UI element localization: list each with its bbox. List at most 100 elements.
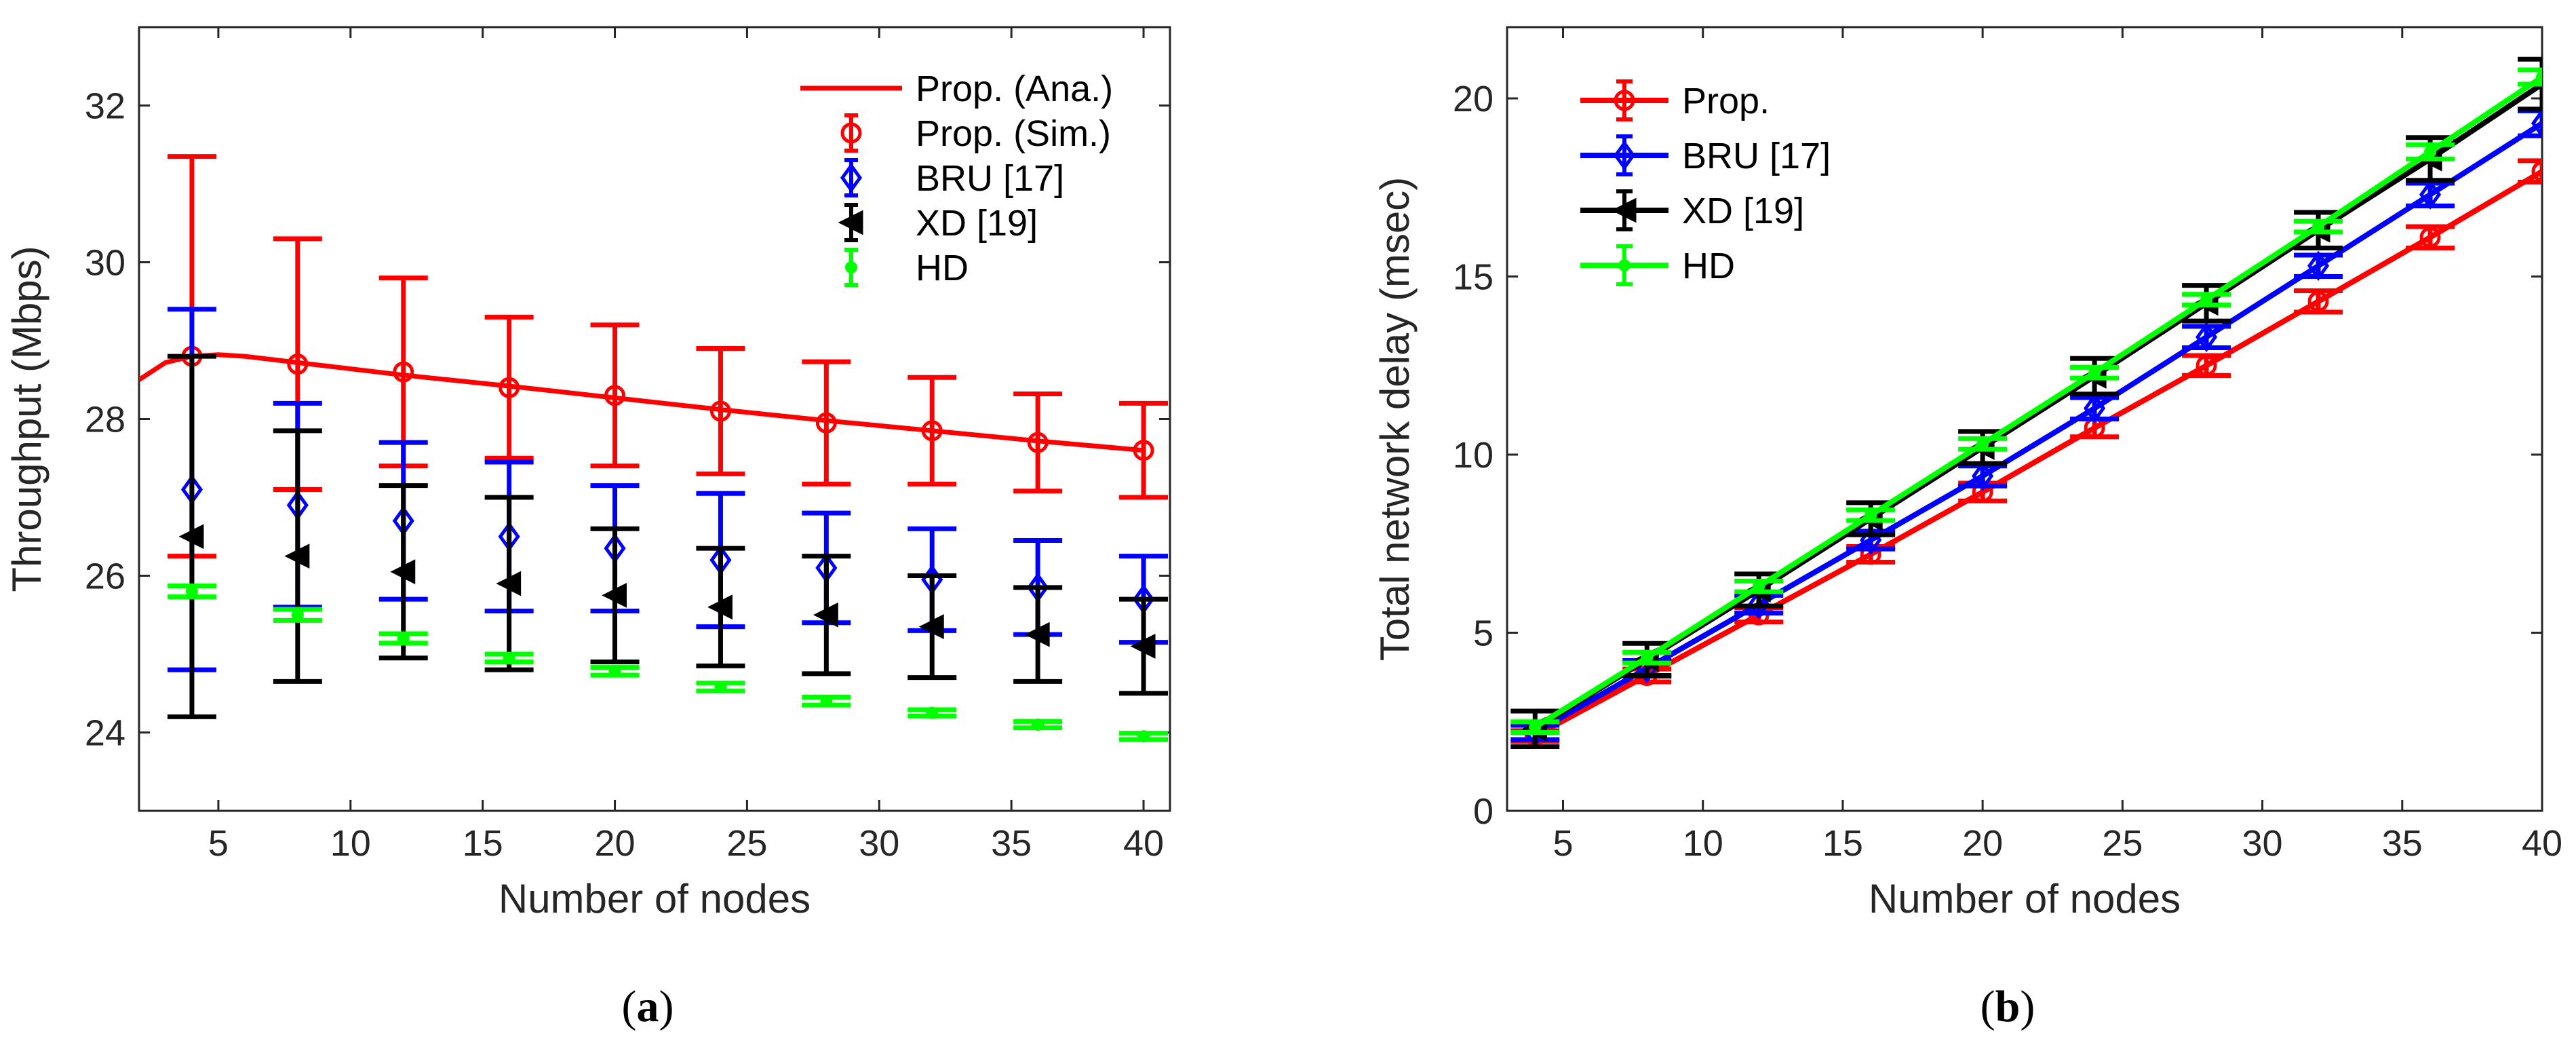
x-tick-label: 20: [594, 823, 635, 864]
series-hd: [167, 584, 1169, 743]
data-point: [496, 571, 522, 596]
data-point: [2312, 221, 2325, 233]
y-tick-label: 15: [1453, 257, 1494, 298]
data-point: [2531, 161, 2542, 183]
panel-letter: b: [1995, 982, 2021, 1031]
legend-label: Prop. (Ana.): [916, 69, 1113, 109]
data-point: [707, 594, 733, 620]
series-xd-19-: [167, 354, 1169, 719]
y-tick-label: 30: [85, 243, 125, 284]
legend-entry: Prop. (Sim.): [840, 113, 1111, 154]
data-point: [602, 582, 627, 608]
y-tick-label: 5: [1473, 613, 1494, 654]
legend-marker: [838, 210, 863, 235]
data-point: [921, 420, 943, 442]
legend-entry: HD: [1580, 244, 1735, 286]
data-point: [2196, 355, 2217, 377]
data-point: [390, 559, 416, 585]
legend-entry: XD [19]: [838, 203, 1038, 244]
data-point: [1641, 651, 1654, 664]
legend-marker: [1611, 197, 1637, 223]
data-point: [2088, 366, 2101, 379]
x-tick-label: 25: [726, 823, 767, 864]
y-tick-label: 24: [85, 713, 125, 754]
delay-chart: 5 10 15 20 25 30 35 40 0 5 10 15 20 Number of nodes To…: [1372, 26, 2562, 1031]
legend-label: XD [19]: [916, 203, 1038, 244]
data-point: [2419, 179, 2442, 210]
legend-entry: XD [19]: [1580, 189, 1804, 231]
error-bar: [802, 359, 851, 487]
x-tick-label: 35: [991, 823, 1032, 864]
panel-paren-open: (: [1980, 982, 1995, 1031]
data-point: [2307, 250, 2330, 282]
x-axis-label: Number of nodes: [499, 876, 811, 921]
data-point: [1753, 580, 1765, 593]
x-tick-label: 15: [463, 823, 503, 864]
panel-letter: a: [637, 982, 659, 1031]
data-point: [1976, 438, 1989, 451]
panel-paren-close: ): [2020, 982, 2035, 1031]
data-point: [1137, 730, 1150, 743]
x-tick-label: 25: [2102, 823, 2143, 864]
y-tick-label: 32: [85, 86, 125, 127]
y-tick-label: 26: [85, 556, 125, 597]
legend-marker: [840, 122, 862, 144]
x-tick-label: 5: [208, 823, 229, 864]
data-point: [815, 412, 837, 434]
data-point: [397, 632, 410, 645]
legend-entry: BRU [17]: [840, 158, 1064, 199]
panel-label: (b): [1980, 982, 2035, 1031]
x-tick-label: 40: [2522, 823, 2562, 864]
data-point: [820, 695, 833, 708]
data-point: [2536, 71, 2542, 83]
error-bar: [2518, 56, 2542, 112]
legend-label: XD [19]: [1682, 191, 1804, 231]
y-tick-label: 28: [85, 400, 125, 440]
data-point: [709, 400, 731, 422]
x-tick-label: 15: [1822, 823, 1863, 864]
legend-marker: [1618, 259, 1631, 271]
legend-entry: HD: [844, 248, 969, 288]
series-hd: [1510, 67, 2542, 735]
data-point: [499, 377, 520, 398]
x-tick-label: 20: [1962, 823, 2003, 864]
data-point: [1027, 432, 1049, 453]
x-tick-label: 40: [1123, 823, 1164, 864]
legend: Prop. (Ana.)Prop. (Sim.)BRU [17]XD [19]H…: [800, 69, 1113, 288]
plot-area: [1510, 56, 2542, 749]
error-bar: [1013, 392, 1063, 494]
data-point: [608, 665, 621, 678]
series-line: [1534, 169, 2542, 739]
data-point: [1032, 718, 1045, 731]
data-point: [1133, 440, 1154, 461]
data-point: [1972, 461, 1994, 491]
x-tick-label: 5: [1553, 823, 1573, 864]
data-point: [178, 524, 204, 550]
data-point: [2200, 293, 2213, 306]
legend-label: BRU [17]: [1682, 136, 1831, 176]
legend-entry: Prop.: [1580, 79, 1770, 121]
legend-label: Prop.: [1682, 81, 1770, 121]
error-bar: [696, 346, 745, 476]
x-tick-label: 35: [2382, 823, 2423, 864]
data-point: [393, 361, 414, 383]
data-point: [2084, 393, 2106, 424]
data-point: [2531, 108, 2542, 139]
data-point: [926, 706, 939, 719]
data-point: [2307, 290, 2329, 312]
data-point: [918, 614, 944, 640]
data-point: [1130, 634, 1156, 659]
y-tick-label: 0: [1473, 791, 1494, 832]
legend-entry: Prop. (Ana.): [800, 69, 1113, 109]
y-tick-label: 10: [1453, 435, 1494, 476]
panel-paren-open: (: [622, 982, 637, 1031]
data-point: [813, 602, 838, 628]
error-bar: [2518, 67, 2542, 87]
x-tick-label: 30: [2242, 823, 2283, 864]
plot-area: [139, 154, 1169, 743]
legend-label: Prop. (Sim.): [916, 113, 1111, 154]
data-point: [185, 585, 198, 598]
y-axis-label: Throughput (Mbps): [4, 246, 50, 592]
data-point: [2424, 145, 2437, 158]
